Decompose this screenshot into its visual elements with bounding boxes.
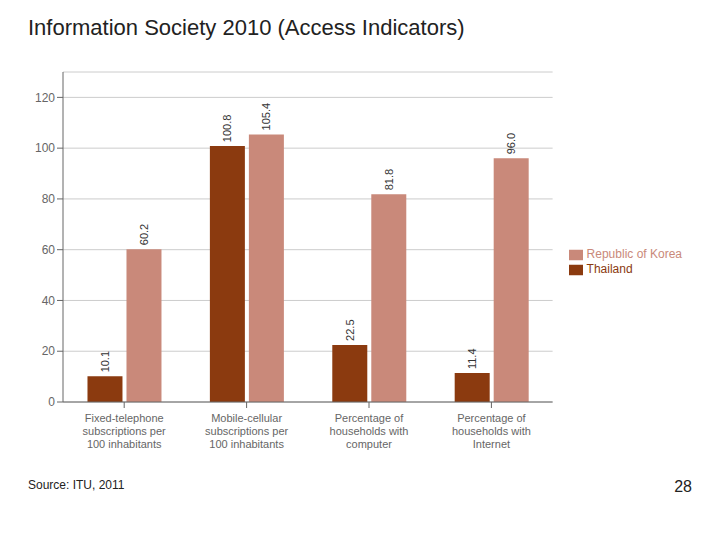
svg-text:Percentage ofhouseholds withco: Percentage ofhouseholds withcomputer bbox=[330, 412, 409, 450]
svg-text:Fixed-telephonesubscriptions p: Fixed-telephonesubscriptions per100 inha… bbox=[83, 412, 166, 450]
svg-text:20: 20 bbox=[42, 344, 56, 358]
html-text:Thailand: Thailand bbox=[586, 262, 633, 276]
html-text:28: 28 bbox=[674, 478, 692, 495]
html-text:Source: ITU, 2011: Source: ITU, 2011 bbox=[28, 478, 125, 492]
svg-text:40: 40 bbox=[42, 294, 56, 308]
svg-text:105.4: 105.4 bbox=[260, 103, 272, 131]
svg-text:96.0: 96.0 bbox=[505, 133, 517, 154]
svg-text:60: 60 bbox=[42, 243, 56, 257]
svg-text:100: 100 bbox=[35, 141, 55, 155]
svg-text:22.5: 22.5 bbox=[344, 319, 356, 340]
svg-text:0: 0 bbox=[48, 395, 55, 409]
svg-text:100.8: 100.8 bbox=[221, 115, 233, 143]
svg-text:80: 80 bbox=[42, 192, 56, 206]
html-text:Republic of Korea: Republic of Korea bbox=[586, 247, 682, 262]
svg-text:60.2: 60.2 bbox=[138, 224, 150, 245]
svg-text:120: 120 bbox=[35, 91, 55, 105]
svg-text:Percentage ofhouseholds withIn: Percentage ofhouseholds withInternet bbox=[452, 412, 531, 450]
svg-text:11.4: 11.4 bbox=[466, 348, 478, 369]
svg-text:81.8: 81.8 bbox=[383, 169, 395, 190]
svg-text:10.1: 10.1 bbox=[99, 351, 111, 372]
svg-text:Mobile-cellularsubscriptions p: Mobile-cellularsubscriptions per100 inha… bbox=[205, 412, 288, 450]
html-text:Information Society 2010 (Acce: Information Society 2010 (Access Indicat… bbox=[28, 15, 465, 40]
